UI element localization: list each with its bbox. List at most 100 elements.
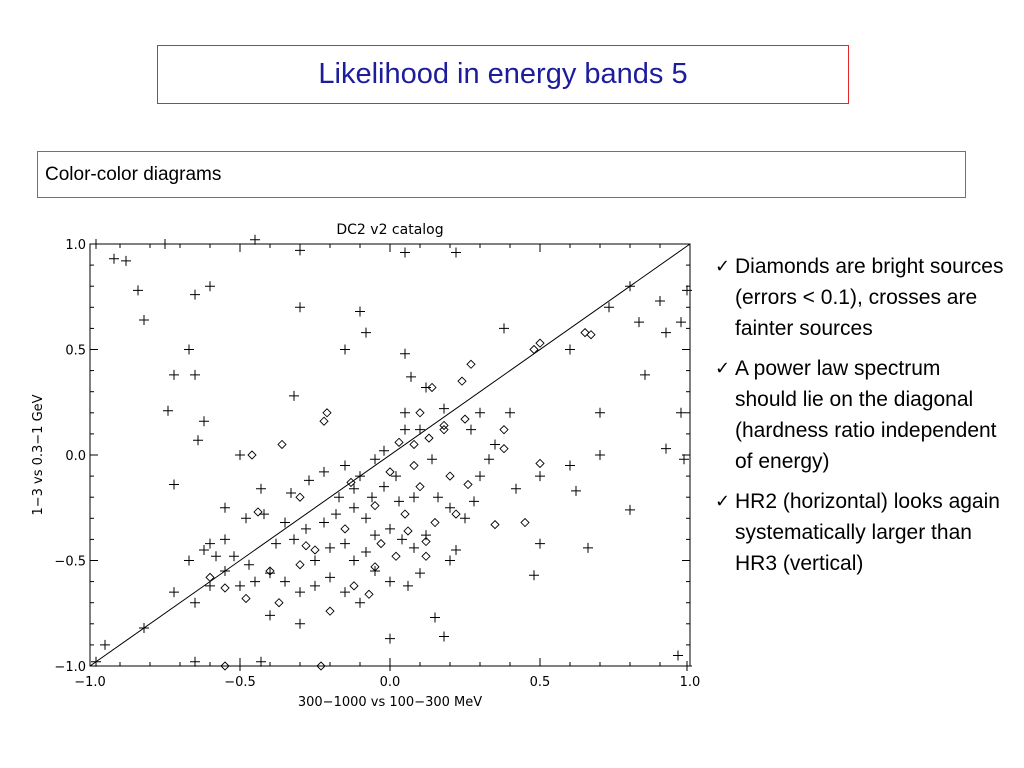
diamond-point xyxy=(499,444,509,454)
diamond-point xyxy=(349,581,359,591)
check-icon: ✓ xyxy=(715,358,731,379)
cross-point xyxy=(571,485,581,496)
cross-point xyxy=(139,623,149,634)
cross-point xyxy=(400,407,410,418)
diamond-point xyxy=(409,439,419,450)
x-axis-label: 300−1000 vs 100−300 MeV xyxy=(298,695,482,710)
cross-point xyxy=(355,471,365,482)
subtitle-box: Color-color diagrams xyxy=(37,151,966,198)
diamond-point xyxy=(394,437,404,447)
diamond-point xyxy=(400,509,410,519)
cross-point xyxy=(325,572,335,583)
cross-point xyxy=(661,327,671,338)
cross-point xyxy=(634,317,644,328)
slide-title: Likelihood in energy bands 5 xyxy=(318,58,688,90)
cross-point xyxy=(625,504,635,515)
cross-point xyxy=(256,656,266,667)
cross-point xyxy=(595,450,605,460)
cross-point xyxy=(529,570,539,581)
cross-point xyxy=(370,566,380,577)
cross-point xyxy=(661,443,671,454)
cross-point xyxy=(583,542,593,553)
cross-point xyxy=(169,369,179,380)
bullet-text: A power law spectrum should lie on the d… xyxy=(735,357,997,473)
cross-point xyxy=(205,281,215,292)
y-tick-label: −0.5 xyxy=(54,555,86,570)
cross-point xyxy=(595,407,605,418)
chart-title: DC2 v2 catalog xyxy=(336,222,443,238)
cross-point xyxy=(286,487,296,498)
cross-point xyxy=(391,471,401,482)
cross-point xyxy=(604,302,614,313)
diamond-point xyxy=(253,507,263,517)
x-tick-label: −1.0 xyxy=(74,675,106,690)
cross-point xyxy=(133,285,143,296)
cross-point xyxy=(421,530,431,541)
cross-point xyxy=(565,344,575,355)
cross-point xyxy=(199,416,209,427)
diamond-point xyxy=(451,509,461,519)
diamond-point xyxy=(403,526,413,536)
diamond-point xyxy=(346,477,356,488)
diamond-point xyxy=(370,501,380,511)
diamond-point xyxy=(295,492,305,502)
cross-point xyxy=(235,450,245,460)
cross-point xyxy=(511,483,521,494)
cross-point xyxy=(451,544,461,555)
cross-point xyxy=(331,509,341,520)
cross-point xyxy=(385,523,395,534)
x-tick-label: 1.0 xyxy=(680,675,701,690)
cross-point xyxy=(265,610,275,621)
cross-point xyxy=(160,239,170,249)
diamond-point xyxy=(427,382,437,393)
diamond-point xyxy=(457,376,467,386)
diamond-point xyxy=(277,439,287,450)
cross-point xyxy=(121,255,131,266)
cross-point xyxy=(250,576,260,587)
cross-point xyxy=(265,568,275,579)
diamond-point xyxy=(421,551,431,561)
cross-point xyxy=(460,513,470,524)
cross-point xyxy=(403,580,413,591)
cross-point xyxy=(205,580,215,591)
x-tick-label: −0.5 xyxy=(224,675,256,690)
diamond-point xyxy=(535,338,545,348)
cross-point xyxy=(475,407,485,418)
scatter-chart: DC2 v2 catalog −1.0 −0.5 0.0 0.5 1.0 −1.0 −0.5 0… xyxy=(30,212,710,722)
cross-point xyxy=(109,253,119,264)
cross-point xyxy=(220,534,230,545)
cross-point xyxy=(205,538,215,549)
y-tick-label: 0.0 xyxy=(65,449,86,464)
diamond-point xyxy=(586,330,596,340)
cross-point xyxy=(385,661,395,671)
cross-point xyxy=(310,555,320,566)
diamond-point xyxy=(463,479,473,490)
cross-point xyxy=(445,555,455,566)
cross-point xyxy=(682,661,692,671)
diamond-point xyxy=(490,519,500,530)
y-axis-label: 1−3 vs 0.3−1 GeV xyxy=(31,394,46,515)
cross-point xyxy=(361,547,371,558)
cross-point xyxy=(169,587,179,598)
x-tick-label: 0.0 xyxy=(380,675,401,690)
cross-point xyxy=(430,612,440,623)
cross-point xyxy=(397,534,407,545)
diamond-point xyxy=(415,482,425,492)
cross-point xyxy=(505,407,515,418)
cross-point xyxy=(250,234,260,245)
cross-point xyxy=(100,639,110,650)
cross-point xyxy=(355,306,365,317)
cross-point xyxy=(295,587,305,598)
diamond-point xyxy=(322,408,332,418)
cross-point xyxy=(385,576,395,587)
diamond-point xyxy=(466,359,476,369)
cross-point xyxy=(400,424,410,435)
cross-point xyxy=(355,597,365,608)
cross-point xyxy=(280,517,290,528)
cross-point xyxy=(271,538,281,549)
diamond-point xyxy=(430,517,440,528)
bullet-list: ✓ Diamonds are bright sources (errors < … xyxy=(715,251,1005,588)
diamond-point xyxy=(295,560,305,570)
cross-point xyxy=(370,530,380,541)
cross-point xyxy=(319,517,329,528)
